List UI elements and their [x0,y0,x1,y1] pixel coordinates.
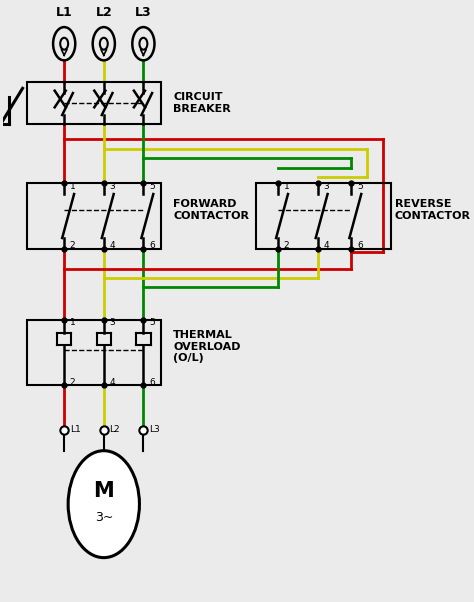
Text: 3: 3 [109,318,115,327]
Text: 2: 2 [70,378,75,387]
Text: 1: 1 [70,318,75,327]
Text: 3: 3 [323,182,329,191]
Text: CIRCUIT
BREAKER: CIRCUIT BREAKER [173,92,231,114]
Text: M: M [93,481,114,501]
Text: 4: 4 [109,378,115,387]
Bar [27,320,161,385]
Text: L1: L1 [56,6,73,19]
Text: 5: 5 [357,182,363,191]
Text: REVERSE
CONTACTOR: REVERSE CONTACTOR [395,199,471,221]
Text: THERMAL
OVERLOAD
(O/L): THERMAL OVERLOAD (O/L) [173,330,241,364]
Text: 3~: 3~ [95,510,113,524]
Text: 6: 6 [149,378,155,387]
Text: L3: L3 [135,6,152,19]
Bar [27,82,161,124]
Text: L2: L2 [95,6,112,19]
Text: L3: L3 [149,426,160,435]
Text: 2: 2 [70,241,75,250]
Text: 4: 4 [109,241,115,250]
Text: 6: 6 [149,241,155,250]
Circle shape [68,451,139,557]
Bar [27,184,161,249]
Text: L1: L1 [70,426,81,435]
Text: 4: 4 [323,241,329,250]
Text: 5: 5 [149,182,155,191]
Bar [256,184,391,249]
Text: 3: 3 [109,182,115,191]
Text: 6: 6 [357,241,363,250]
Text: FORWARD
CONTACTOR: FORWARD CONTACTOR [173,199,249,221]
Text: 1: 1 [283,182,289,191]
Text: L2: L2 [109,426,120,435]
Text: 2: 2 [283,241,289,250]
Text: 5: 5 [149,318,155,327]
Text: 1: 1 [70,182,75,191]
